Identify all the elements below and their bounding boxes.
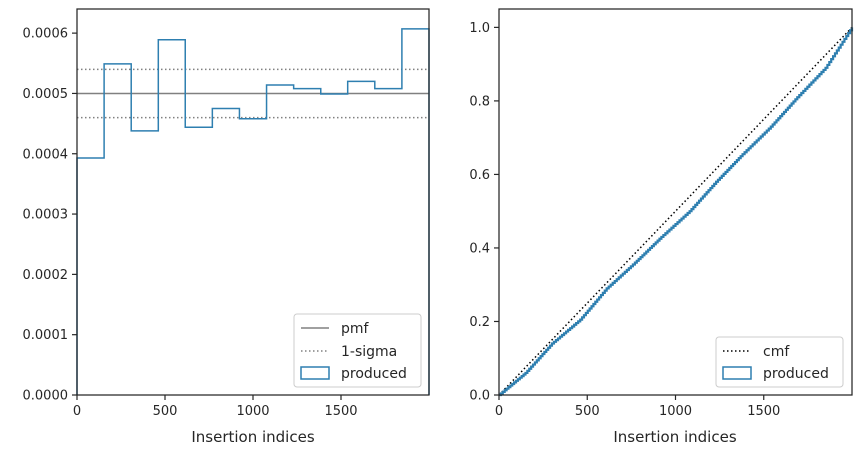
cmf-legend-box: [715, 336, 844, 388]
y-tick-label: 0.0006: [23, 27, 69, 42]
x-tick-label: 1000: [659, 404, 692, 419]
y-tick-label: 0.0: [469, 389, 490, 404]
pmf-legend: pmf 1-sigma produced: [293, 313, 422, 388]
x-tick-label: 0: [73, 404, 81, 419]
pmf-x-axis-label: Insertion indices: [191, 428, 314, 446]
legend-produced-patch: [300, 366, 330, 380]
cmf-line: [498, 26, 853, 396]
y-tick-label: 0.0004: [23, 147, 69, 162]
pmf-x-ticks: 0 500 1000 1500: [73, 395, 358, 419]
x-tick-label: 0: [495, 404, 503, 419]
produced-histogram: [76, 28, 430, 395]
pmf-y-ticks: 0.0000 0.0001 0.0002 0.0003 0.0004 0.0005 0.00…: [23, 27, 77, 404]
y-tick-label: 0.0005: [23, 87, 69, 102]
y-tick-label: 0.0003: [23, 208, 69, 223]
legend-produced2-label: produced: [763, 366, 829, 382]
y-tick-label: 0.8: [469, 94, 490, 109]
legend-pmf-label: pmf: [341, 321, 370, 337]
x-tick-label: 500: [575, 404, 600, 419]
produced-cumulative: [499, 27, 854, 397]
legend-produced-label: produced: [341, 366, 407, 382]
y-tick-label: 0.0000: [23, 389, 69, 404]
x-tick-label: 500: [153, 404, 178, 419]
y-tick-label: 1.0: [469, 21, 490, 36]
legend-sigma-label: 1-sigma: [341, 344, 397, 360]
cmf-plot-area: [498, 26, 854, 397]
cmf-x-axis-label: Insertion indices: [613, 428, 736, 446]
legend-produced2-patch: [722, 366, 752, 380]
pmf-legend-box: [293, 313, 422, 388]
x-tick-label: 1000: [236, 404, 269, 419]
pmf-panel: 0 500 1000 1500 0.00000.00010.00020.00030.0…: [23, 8, 430, 446]
y-tick-label: 0.2: [469, 315, 490, 330]
y-tick-label: 0.6: [469, 168, 490, 183]
x-tick-label: 1500: [324, 404, 357, 419]
y-tick-label: 0.4: [469, 241, 490, 256]
y-tick-label: 0.0001: [23, 328, 69, 343]
cmf-panel: 0 500 1000 1500 0.0 0.2 0.4 0.6 0.8 1.0 Insertio…: [469, 8, 854, 446]
cmf-x-ticks: 0 500 1000 1500: [495, 395, 780, 419]
cmf-y-ticks: 0.0 0.2 0.4 0.6 0.8 1.0: [469, 21, 499, 404]
y-tick-label: 0.0002: [23, 268, 69, 283]
pmf-plot-area: [76, 28, 430, 395]
cmf-legend: cmf produced: [715, 336, 844, 388]
legend-cmf-label: cmf: [763, 344, 790, 360]
x-tick-label: 1500: [747, 404, 780, 419]
